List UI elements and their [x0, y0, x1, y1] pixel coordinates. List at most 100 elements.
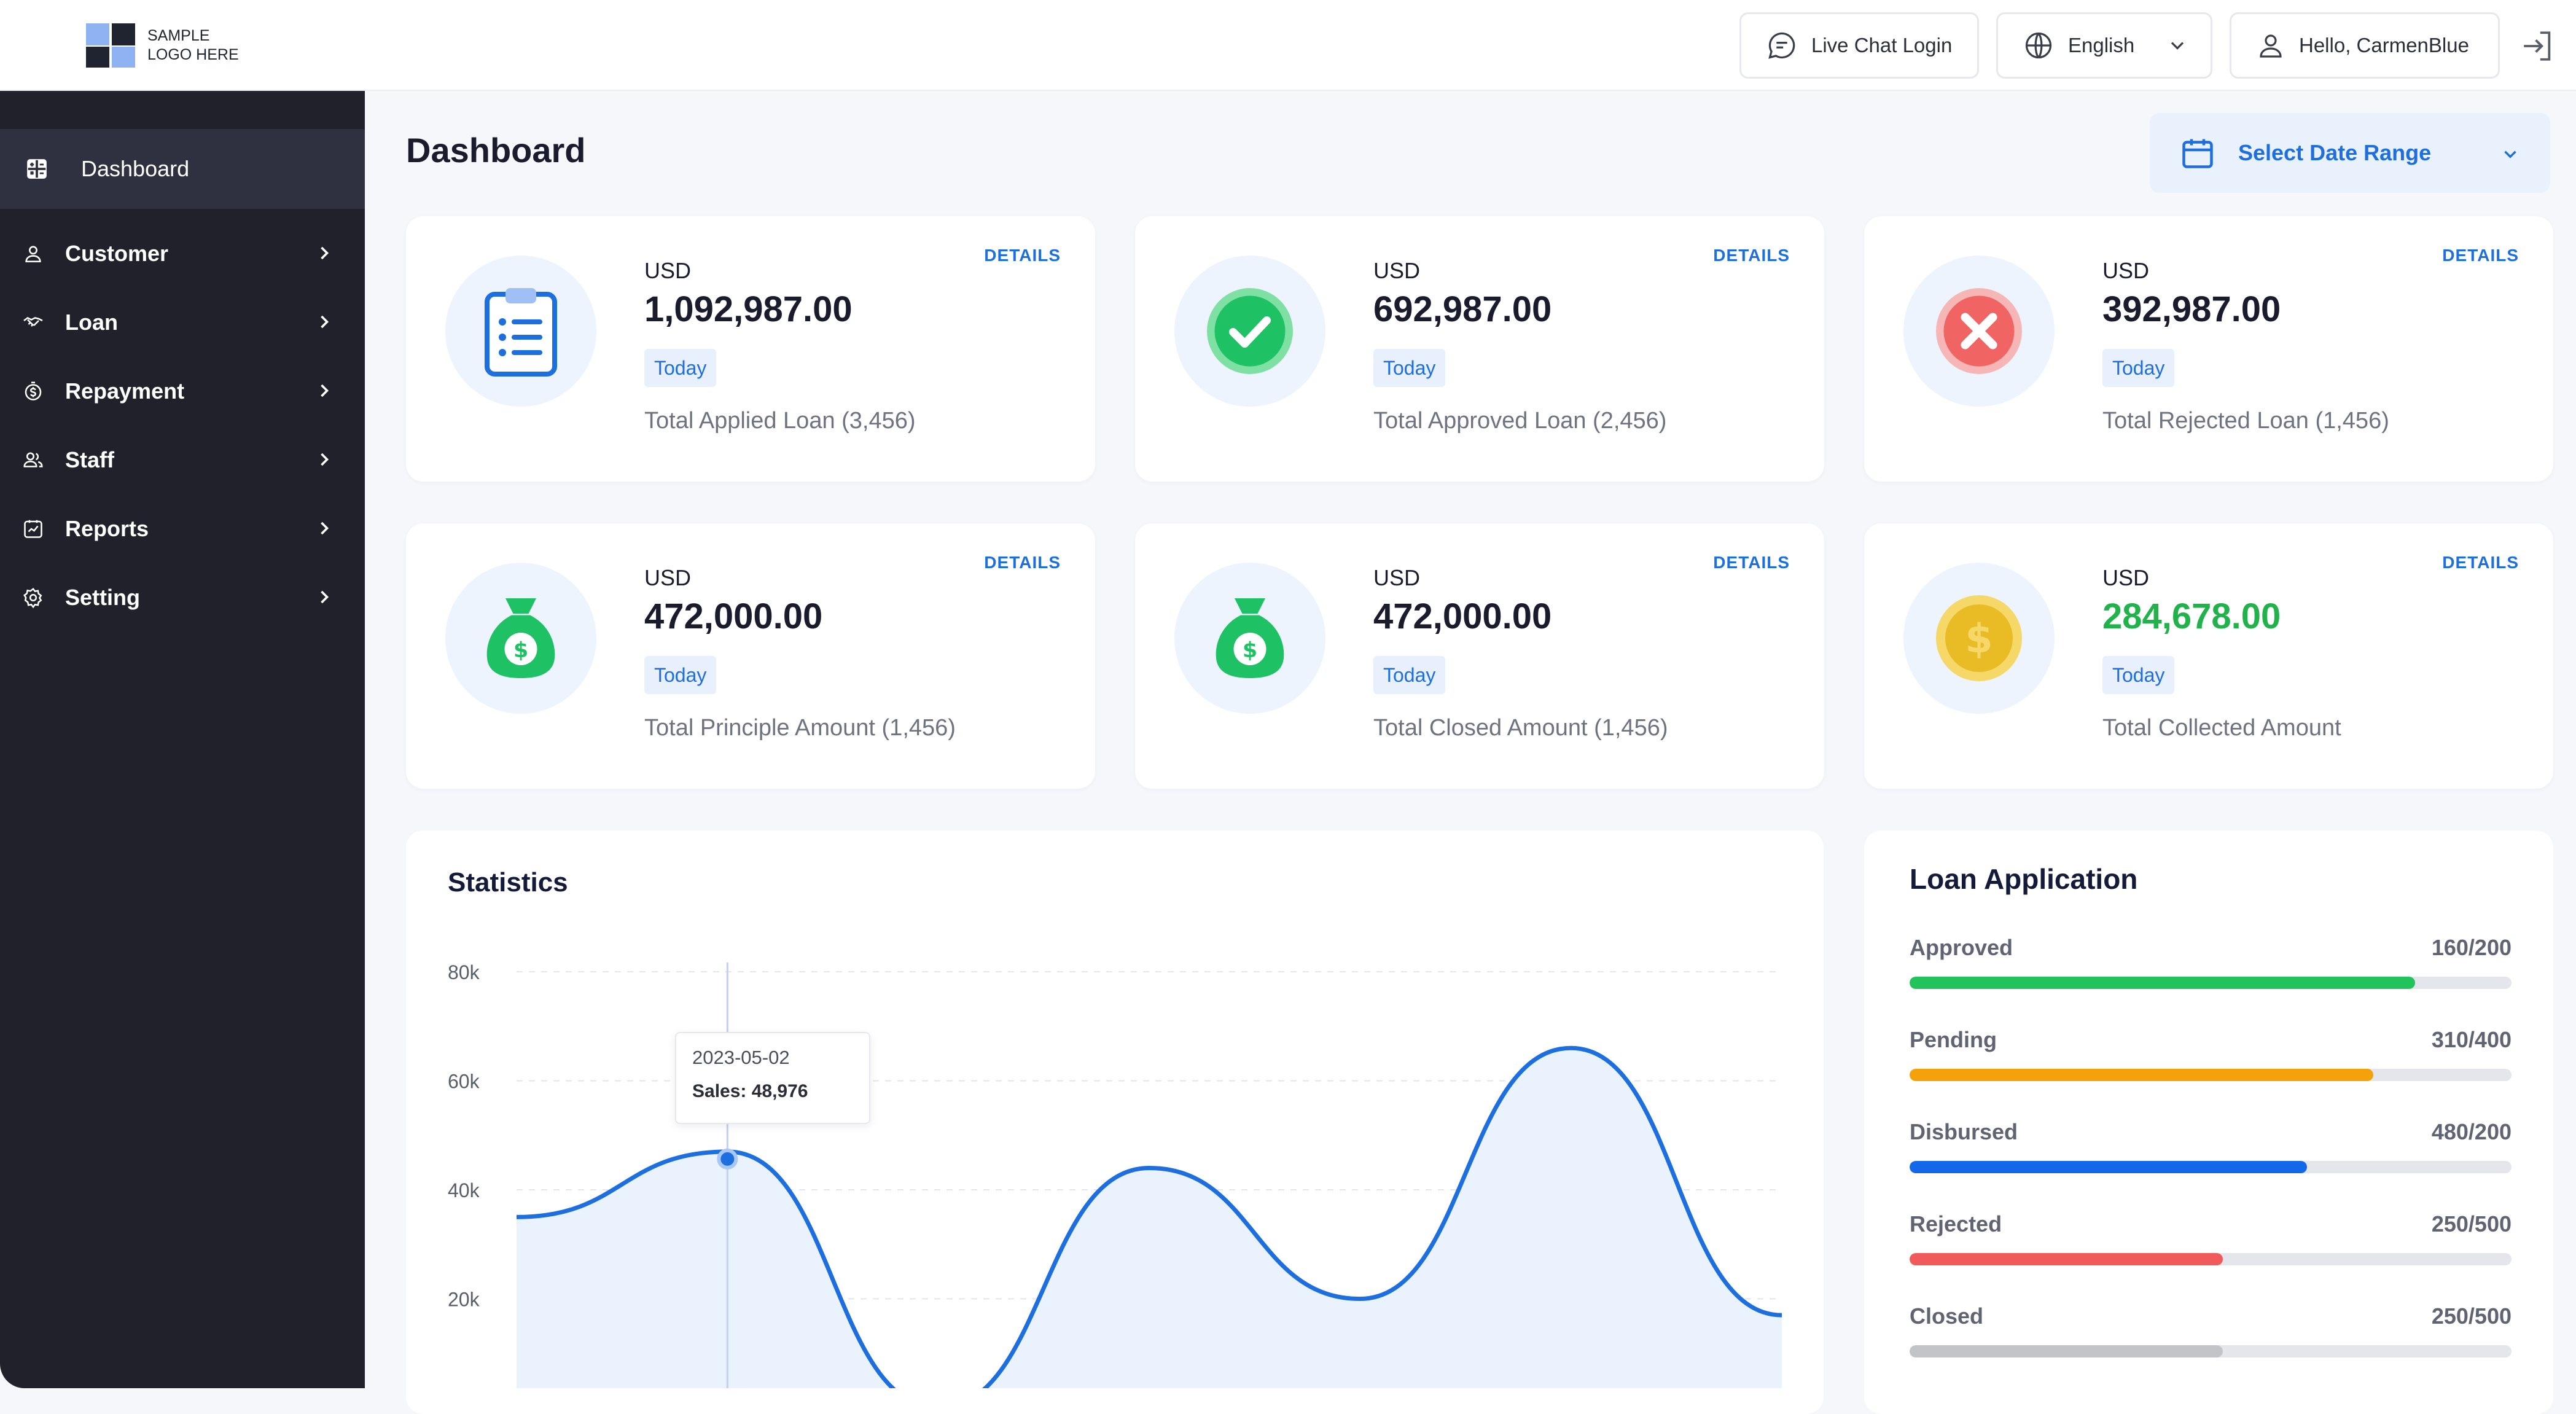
card-amount: 472,000.00	[1373, 596, 1552, 636]
sidebar-item-reports[interactable]: Reports	[0, 493, 365, 565]
chevron-down-icon	[2171, 42, 2184, 50]
money-bag-icon: $	[1174, 563, 1325, 714]
card-amount: 472,000.00	[644, 596, 823, 636]
chart-series-line	[516, 1045, 1782, 1388]
x-circle-icon	[1903, 256, 2055, 407]
progress-track	[1910, 1069, 2512, 1081]
sidebar-item-staff[interactable]: Staff	[0, 424, 365, 496]
statistics-panel: Statistics 80k 60k 40k 20k 2023-05-02 Sales…	[406, 830, 1824, 1414]
progress-fill	[1910, 1253, 2223, 1265]
loan-row-value: 480/200	[2431, 1119, 2512, 1144]
card-details-link[interactable]: DETAILS	[984, 246, 1061, 265]
card-currency: USD	[644, 565, 692, 590]
card-description: Total Rejected Loan (1,456)	[2102, 408, 2389, 434]
card-amount: 284,678.00	[2102, 596, 2281, 636]
sidebar-item-repayment[interactable]: Repayment	[0, 355, 365, 428]
chevron-right-icon	[321, 315, 329, 329]
loan-row-label: Pending	[1910, 1027, 1997, 1052]
chart-y-tick-label: 40k	[448, 1179, 480, 1201]
greeting-label: Hello, CarmenBlue	[2299, 34, 2469, 57]
loan-row-label: Disbursed	[1910, 1119, 2018, 1144]
tooltip-value: Sales: 48,976	[692, 1081, 808, 1101]
chart-y-tick-label: 80k	[448, 961, 480, 983]
card-details-link[interactable]: DETAILS	[1713, 553, 1790, 572]
card-period-badge: Today	[644, 656, 717, 694]
sidebar-item-dashboard[interactable]: Dashboard	[0, 129, 365, 209]
coin-icon: $	[1903, 563, 2055, 714]
sidebar: Dashboard Customer Loan Repayment Staff	[0, 91, 365, 1388]
loan-row-disbursed: Disbursed 480/200	[1910, 1119, 2512, 1187]
clipboard-list-icon	[445, 256, 596, 407]
language-label: English	[2068, 34, 2135, 57]
money-bag-icon: $	[445, 563, 596, 714]
card-currency: USD	[2102, 565, 2150, 590]
sidebar-item-label: Customer	[65, 241, 169, 266]
logout-button[interactable]	[2516, 25, 2559, 68]
card-currency: USD	[1373, 565, 1421, 590]
card-currency: USD	[2102, 258, 2150, 283]
progress-track	[1910, 1161, 2512, 1173]
card-details-link[interactable]: DETAILS	[1713, 246, 1790, 265]
card-period-badge: Today	[2102, 349, 2175, 387]
loan-row-label: Closed	[1910, 1303, 1984, 1329]
loan-row-value: 160/200	[2431, 935, 2512, 960]
chart-tooltip: 2023-05-02 Sales: 48,976	[675, 1032, 870, 1124]
card-period-badge: Today	[2102, 656, 2175, 694]
svg-text:$: $	[1243, 638, 1257, 663]
loan-row-value: 310/400	[2431, 1027, 2512, 1052]
loan-row-label: Rejected	[1910, 1211, 2002, 1236]
sidebar-item-label: Repayment	[65, 378, 185, 404]
language-select[interactable]: English	[1996, 12, 2212, 79]
date-range-select[interactable]: Select Date Range	[2150, 113, 2550, 193]
chevron-right-icon	[321, 453, 329, 466]
card-period-badge: Today	[644, 349, 717, 387]
chart-highlight-point[interactable]	[717, 1148, 738, 1170]
svg-text:$: $	[1965, 616, 1992, 662]
page-title: Dashboard	[406, 131, 586, 170]
users-icon	[15, 449, 52, 471]
card-description: Total Principle Amount (1,456)	[644, 715, 956, 741]
progress-track	[1910, 977, 2512, 989]
loan-row-approved: Approved 160/200	[1910, 935, 2512, 1002]
sidebar-item-label: Setting	[65, 585, 140, 610]
sidebar-item-setting[interactable]: Setting	[0, 561, 365, 634]
top-bar: SAMPLE LOGO HERE Live Chat Login English…	[0, 0, 2576, 91]
live-chat-login-button[interactable]: Live Chat Login	[1739, 12, 1979, 79]
loan-row-rejected: Rejected 250/500	[1910, 1211, 2512, 1279]
chevron-right-icon	[321, 246, 329, 260]
progress-fill	[1910, 1069, 2373, 1081]
loan-application-panel: Loan Application Approved 160/200 Pendin…	[1864, 830, 2553, 1414]
sidebar-item-loan[interactable]: Loan	[0, 286, 365, 359]
svg-text:$: $	[513, 638, 528, 663]
loan-row-label: Approved	[1910, 935, 2013, 960]
globe-icon	[2025, 32, 2052, 59]
card-details-link[interactable]: DETAILS	[2442, 553, 2519, 572]
chevron-right-icon	[321, 521, 329, 535]
summary-card-closed-amount: $ USD 472,000.00 Today Total Closed Amou…	[1135, 523, 1824, 789]
card-description: Total Approved Loan (2,456)	[1373, 408, 1667, 434]
summary-card-applied-loan: USD 1,092,987.00 Today Total Applied Loa…	[406, 216, 1095, 482]
dollar-icon	[15, 380, 52, 402]
chevron-down-icon	[2504, 150, 2516, 158]
calendar-icon	[2182, 139, 2213, 168]
card-details-link[interactable]: DETAILS	[984, 553, 1061, 572]
chevron-right-icon	[321, 590, 329, 604]
card-amount: 392,987.00	[2102, 289, 2281, 329]
card-description: Total Collected Amount	[2102, 715, 2341, 741]
sidebar-item-label: Staff	[65, 447, 114, 472]
chart-y-tick-label: 60k	[448, 1071, 480, 1093]
progress-track	[1910, 1253, 2512, 1265]
card-period-badge: Today	[1373, 656, 1446, 694]
chat-bubble-icon	[1768, 32, 1795, 59]
sidebar-item-customer[interactable]: Customer	[0, 217, 365, 290]
user-menu-button[interactable]: Hello, CarmenBlue	[2230, 12, 2500, 79]
summary-card-principle-amount: $ USD 472,000.00 Today Total Principle A…	[406, 523, 1095, 789]
statistics-chart: 80k 60k 40k 20k	[448, 961, 1782, 1388]
card-amount: 1,092,987.00	[644, 289, 853, 329]
progress-fill	[1910, 1345, 2223, 1357]
logo[interactable]: SAMPLE LOGO HERE	[86, 23, 258, 68]
card-details-link[interactable]: DETAILS	[2442, 246, 2519, 265]
dashboard-icon	[18, 157, 55, 181]
statistics-title: Statistics	[448, 867, 568, 897]
logo-text: SAMPLE LOGO HERE	[147, 27, 239, 63]
